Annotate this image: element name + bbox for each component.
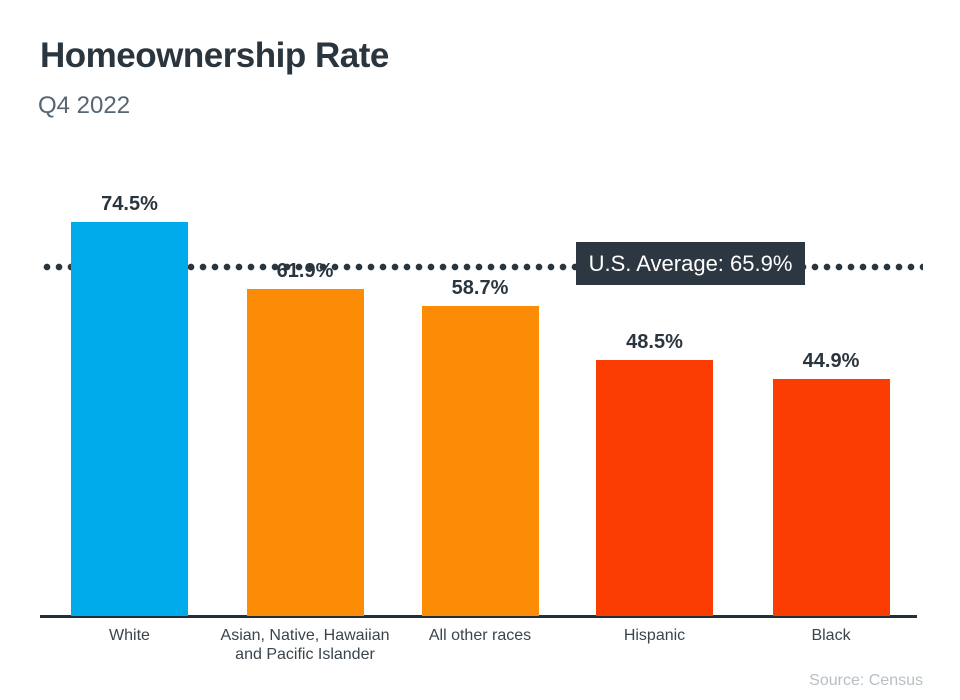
category-label-asian-native-hawaiian-and-pacific-islander: Asian, Native, Hawaiian and Pacific Isla… [220,627,390,663]
bar-hispanic [596,360,713,616]
value-label-white: 74.5% [101,193,158,215]
category-label-black: Black [811,627,851,644]
value-label-black: 44.9% [802,350,860,372]
bar-all-other-races [421,306,539,616]
value-label-hispanic: 48.5% [626,331,683,353]
us-average-dotted-line [41,263,923,272]
category-label-all-other-races: All other races [428,627,532,644]
bar-asian-native-hawaiian-and-pacific-islander [246,289,364,616]
chart-subtitle: Q4 2022 [38,92,131,119]
x-axis-line [40,615,917,618]
category-label-white: White [109,627,150,644]
value-label-asian-native-hawaiian-and-pacific-islander: 61.9% [276,260,334,282]
us-average-badge: U.S. Average: 65.9% [576,242,805,285]
bar-black [772,379,890,616]
category-label-hispanic: Hispanic [623,627,686,644]
source-note: Source: Census [809,672,923,689]
bar-white [71,222,188,616]
value-label-all-other-races: 58.7% [451,277,509,299]
chart-title: Homeownership Rate [40,36,389,75]
